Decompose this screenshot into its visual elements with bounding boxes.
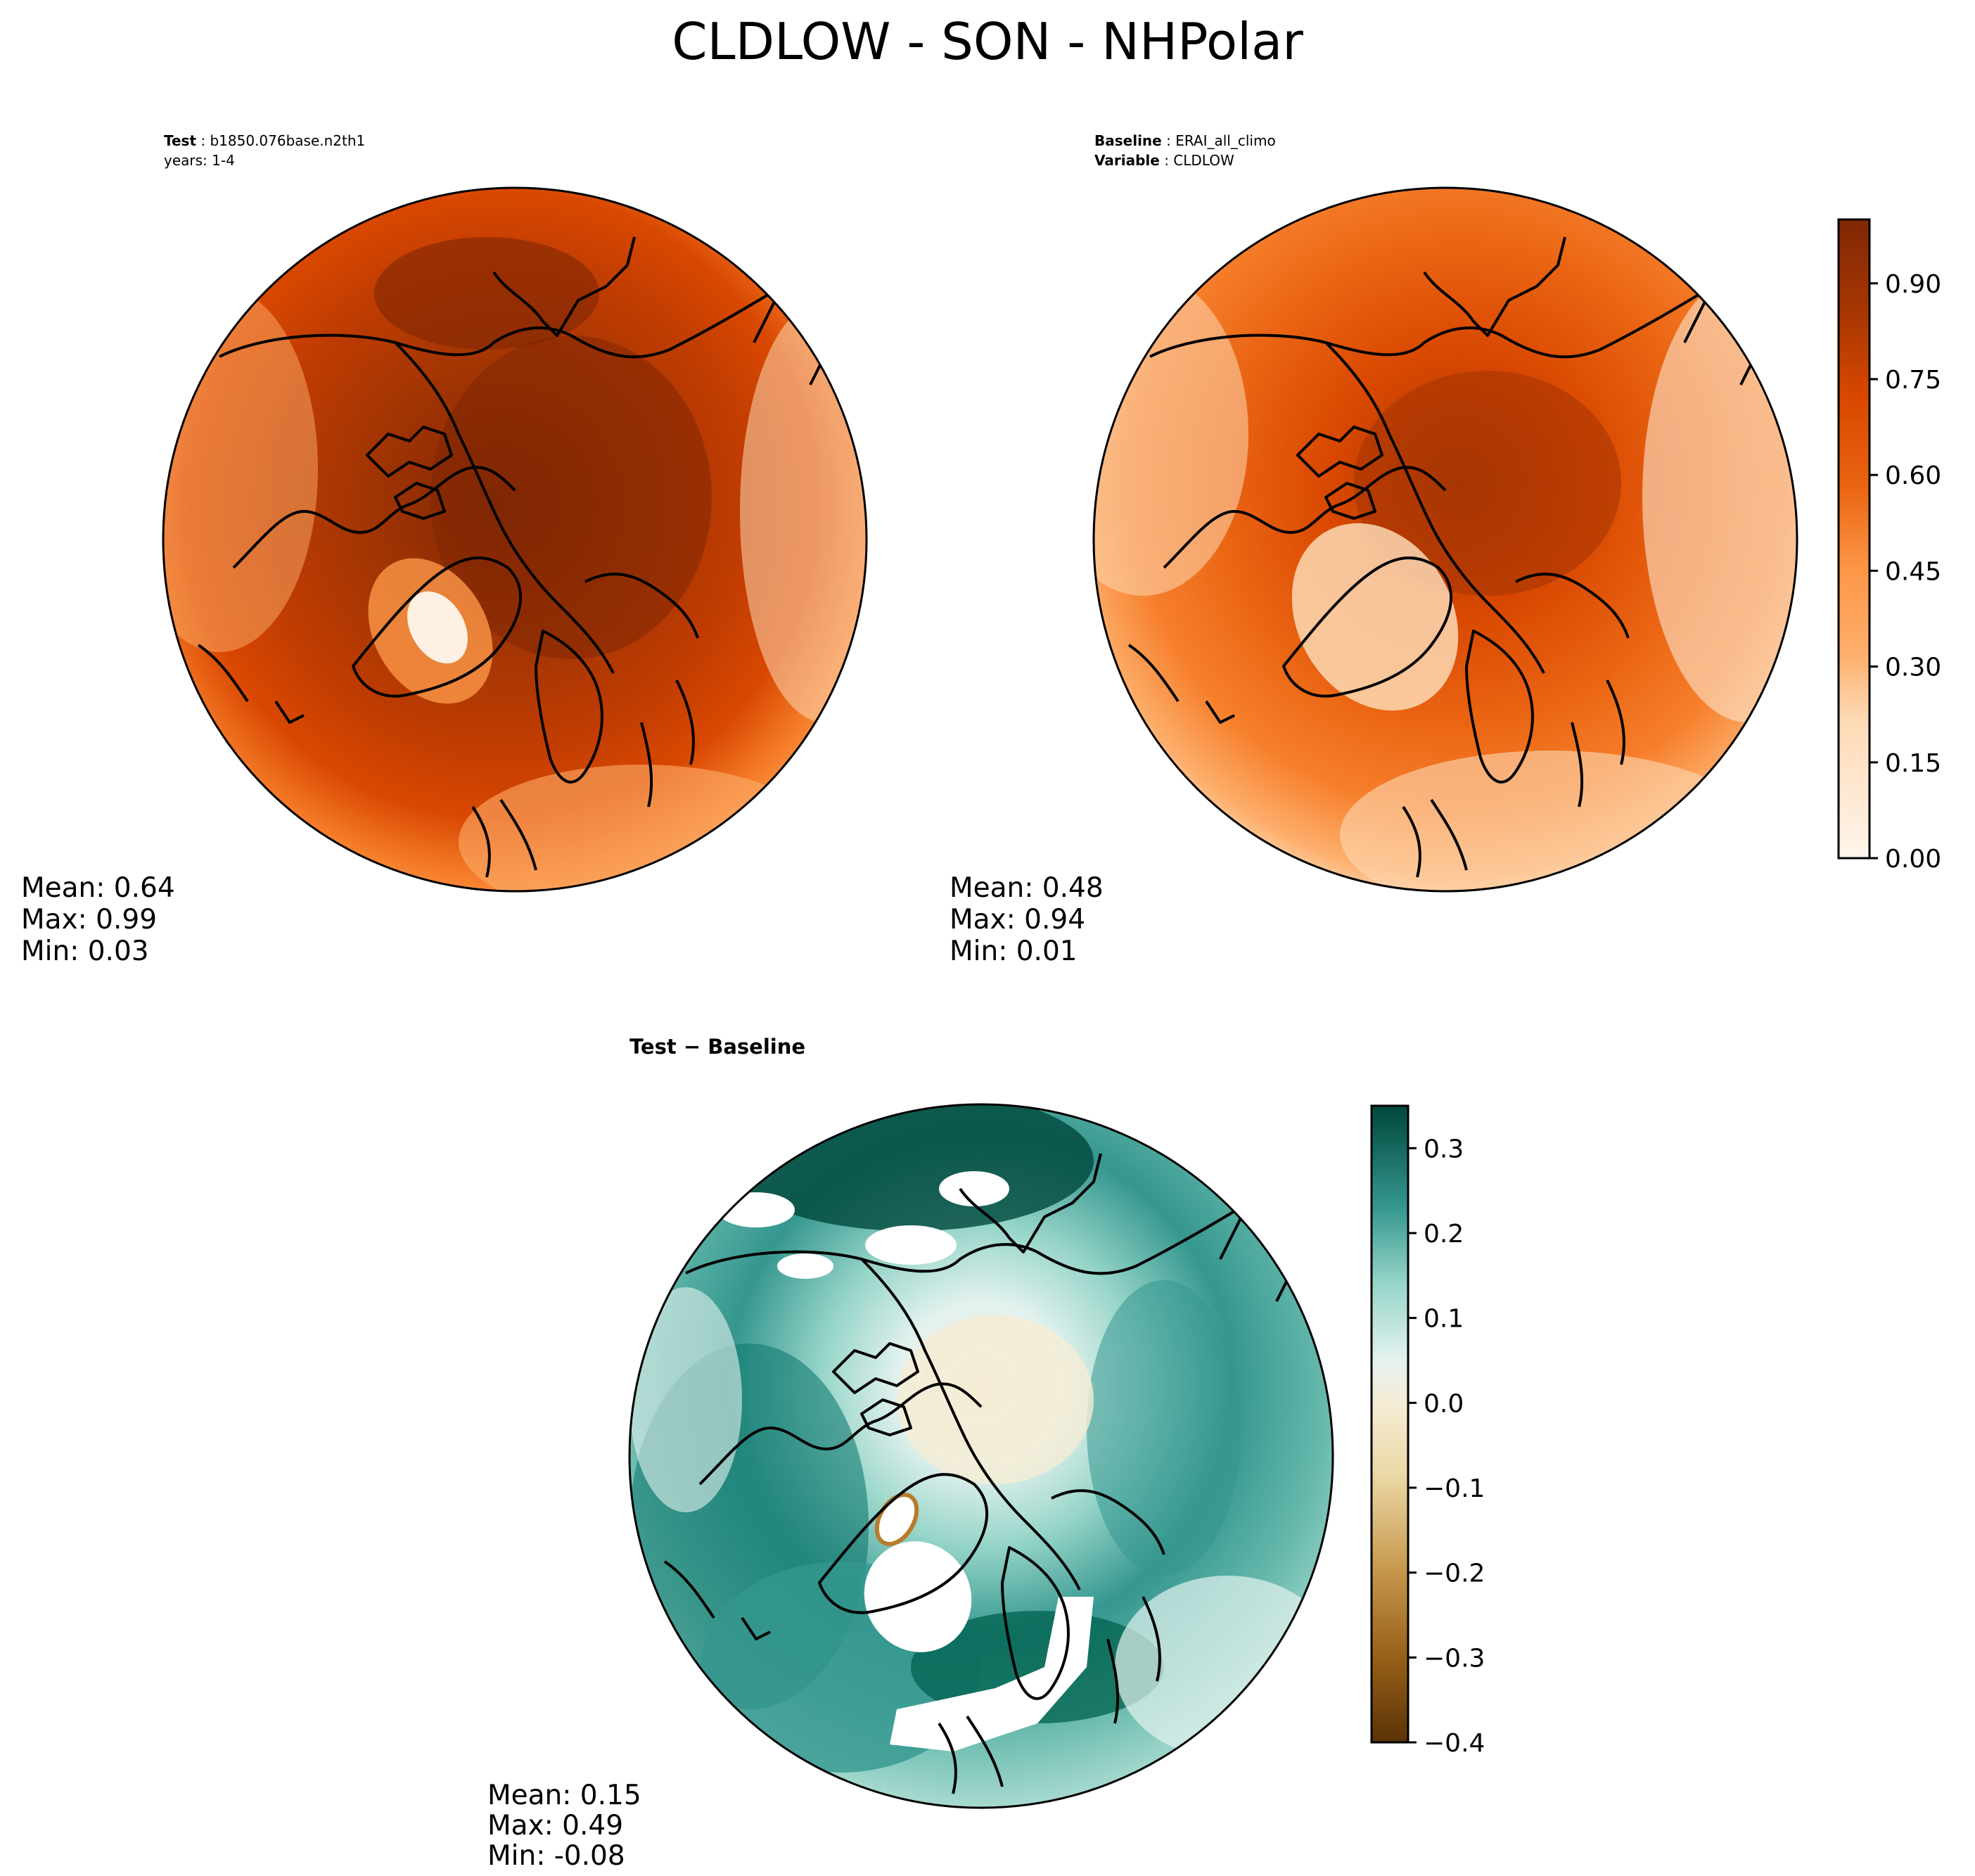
baseline-mean: Mean: 0.48 [950,872,1104,904]
main-colorbar-bar [1837,218,1871,860]
baseline-map [1092,186,1798,893]
main-colorbar-tick-label: 0.30 [1885,653,1941,682]
test-mean: Mean: 0.64 [21,872,175,904]
baseline-panel: Baseline : ERAI_all_climo Variable : CLD… [950,132,1798,967]
baseline-max: Max: 0.94 [950,904,1085,936]
diff-colorbar: −0.4 −0.3 −0.2 −0.1 0.0 0.1 0.2 0.3 [1370,1104,1485,1758]
main-colorbar-tick-label: 0.45 [1885,557,1941,586]
main-colorbar-tick-label: 0.75 [1885,366,1941,395]
main-colorbar: 0.00 0.15 0.30 0.45 0.60 0.75 0.90 [1837,218,1941,874]
main-colorbar-tick-label: 0.90 [1885,270,1941,299]
test-panel: Test : b1850.076base.n2th1 years: 1-4 Me… [21,132,868,967]
diff-colorbar-tick-label: 0.3 [1424,1135,1464,1163]
diff-colorbar-tick-label: −0.3 [1424,1644,1485,1673]
diff-max: Max: 0.49 [487,1810,623,1842]
main-colorbar-tick-label: 0.00 [1885,845,1941,874]
test-min: Min: 0.03 [21,936,149,967]
baseline-min: Min: 0.01 [950,936,1078,967]
baseline-header-line2: Variable : CLDLOW [1094,152,1234,169]
diff-title: Test − Baseline [629,1035,805,1059]
diff-panel: Test − Baseline [487,1035,1334,1872]
diff-colorbar-ticks: −0.4 −0.3 −0.2 −0.1 0.0 0.1 0.2 0.3 [1408,1135,1485,1758]
diff-mean: Mean: 0.15 [487,1780,641,1811]
baseline-header-line1: Baseline : ERAI_all_climo [1094,132,1276,149]
diff-colorbar-tick-label: 0.0 [1424,1389,1464,1418]
test-label-value: b1850.076base.n2th1 [210,132,365,149]
test-header-line2: years: 1-4 [164,152,235,169]
figure-title: CLDLOW - SON - NHPolar [672,12,1303,71]
diff-colorbar-tick-label: −0.1 [1424,1474,1485,1503]
diff-colorbar-tick-label: 0.1 [1424,1305,1464,1334]
test-map [162,186,868,893]
main-colorbar-tick-label: 0.15 [1885,749,1941,778]
diff-colorbar-tick-label: −0.4 [1424,1729,1485,1758]
diff-colorbar-tick-label: 0.2 [1424,1220,1464,1249]
main-colorbar-tick-label: 0.60 [1885,461,1941,490]
diff-min: Min: -0.08 [487,1840,625,1872]
test-label-bold: Test [164,132,196,149]
test-max: Max: 0.99 [21,904,157,936]
main-colorbar-ticks: 0.00 0.15 0.30 0.45 0.60 0.75 0.90 [1869,270,1941,874]
baseline-label-value: ERAI_all_climo [1175,132,1276,149]
diff-map [628,1103,1334,1809]
baseline-line2-bold: Variable [1094,152,1160,169]
baseline-line2-value: CLDLOW [1173,152,1234,169]
test-header-line1: Test : b1850.076base.n2th1 [164,132,365,149]
diff-colorbar-bar [1370,1104,1410,1744]
diff-colorbar-tick-label: −0.2 [1424,1559,1485,1588]
baseline-label-bold: Baseline [1094,132,1162,149]
